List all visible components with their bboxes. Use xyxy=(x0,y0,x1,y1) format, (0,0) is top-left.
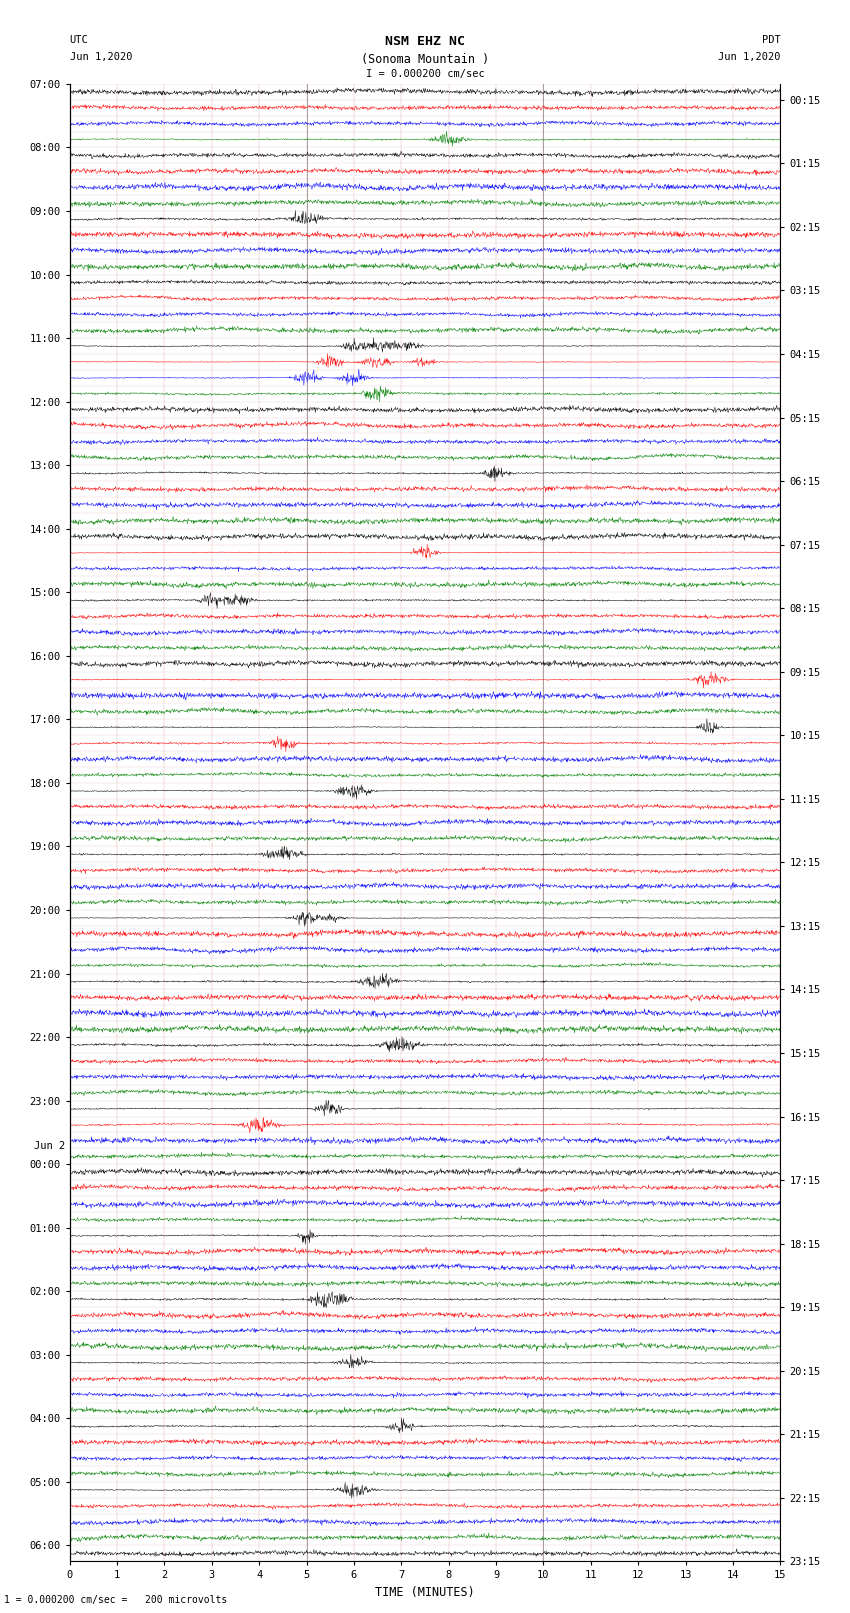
Text: 1 = 0.000200 cm/sec =   200 microvolts: 1 = 0.000200 cm/sec = 200 microvolts xyxy=(4,1595,228,1605)
X-axis label: TIME (MINUTES): TIME (MINUTES) xyxy=(375,1586,475,1598)
Text: Jun 1,2020: Jun 1,2020 xyxy=(70,52,133,61)
Text: PDT: PDT xyxy=(762,35,780,45)
Text: (Sonoma Mountain ): (Sonoma Mountain ) xyxy=(361,53,489,66)
Text: Jun 1,2020: Jun 1,2020 xyxy=(717,52,780,61)
Text: I = 0.000200 cm/sec: I = 0.000200 cm/sec xyxy=(366,69,484,79)
Text: UTC: UTC xyxy=(70,35,88,45)
Text: Jun 2: Jun 2 xyxy=(34,1142,65,1152)
Text: NSM EHZ NC: NSM EHZ NC xyxy=(385,35,465,48)
